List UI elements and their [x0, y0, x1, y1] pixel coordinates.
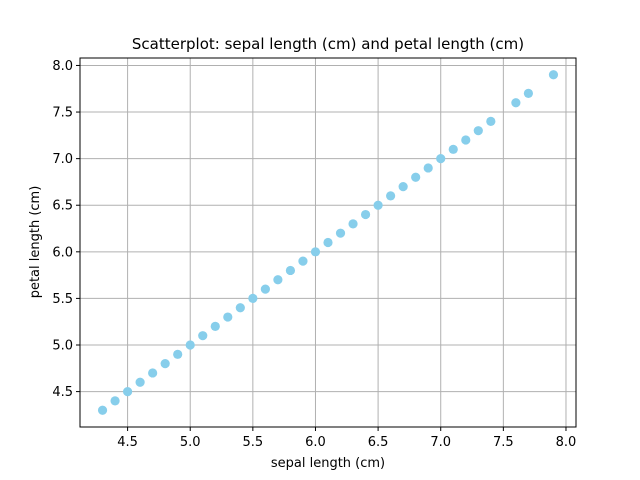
y-tick-label: 4.5 — [52, 385, 73, 400]
scatter-point — [160, 359, 170, 369]
x-tick-label: 6.0 — [305, 435, 326, 450]
x-tick-label: 7.0 — [430, 435, 451, 450]
y-tick-label: 5.5 — [52, 292, 73, 307]
x-axis-label: sepal length (cm) — [271, 456, 385, 471]
scatter-point — [386, 191, 396, 201]
scatter-point — [423, 163, 433, 173]
scatter-point — [348, 219, 358, 229]
scatter-point — [448, 144, 458, 154]
scatter-point — [135, 377, 145, 387]
scatter-point — [260, 284, 270, 294]
scatter-point — [97, 405, 108, 415]
scatter-point — [373, 200, 383, 210]
y-tick-label: 8.0 — [52, 59, 73, 74]
scatter-point — [323, 237, 333, 248]
y-tick-label: 6.0 — [52, 245, 73, 260]
x-tick-label: 4.5 — [117, 435, 138, 450]
x-tick-label: 7.5 — [493, 435, 514, 450]
data-points — [97, 70, 559, 415]
scatter-point — [473, 126, 483, 136]
scatter-point — [235, 303, 245, 313]
x-tick-label: 6.5 — [368, 435, 389, 450]
scatter-point — [486, 116, 496, 126]
scatter-point — [248, 293, 258, 304]
scatter-point — [335, 228, 346, 238]
axis-tick-labels: 4.5 5.0 5.5 6.0 6.5 7.0 7.5 8.0 4.5 5.0 5.5 6.0 6.5 7… — [52, 59, 576, 450]
scatter-point — [223, 312, 233, 322]
plot-frame — [79, 57, 577, 428]
scatter-point — [173, 349, 183, 359]
scatter-point — [285, 265, 296, 276]
grid-lines — [80, 58, 576, 427]
scatter-point — [110, 396, 120, 406]
x-tick-label: 5.0 — [180, 435, 201, 450]
x-tick-label: 5.5 — [243, 435, 264, 450]
scatter-point — [210, 321, 220, 331]
y-tick-label: 6.5 — [52, 199, 73, 214]
scatter-point — [461, 135, 471, 145]
scatter-point — [122, 386, 133, 397]
scatter-point — [148, 368, 158, 378]
scatter-point — [436, 154, 446, 164]
scatter-point — [398, 181, 408, 192]
scatter-point — [411, 172, 421, 182]
scatter-point — [523, 88, 534, 99]
scatter-point — [185, 340, 195, 350]
chart-title: Scatterplot: sepal length (cm) and petal… — [132, 35, 524, 53]
scatter-point — [310, 247, 321, 257]
y-tick-label: 5.0 — [52, 339, 73, 354]
y-tick-label: 7.0 — [52, 152, 73, 167]
scatter-point — [511, 98, 521, 108]
y-axis-label: petal length (cm) — [28, 186, 43, 299]
axis-ticks — [76, 64, 567, 431]
scatter-point — [548, 70, 559, 80]
x-tick-label: 8.0 — [556, 435, 577, 450]
scatter-point — [298, 256, 308, 266]
y-tick-label: 7.5 — [52, 106, 73, 121]
scatter-point — [198, 331, 208, 341]
scatter-point — [273, 275, 283, 285]
scatter-point — [360, 209, 371, 220]
